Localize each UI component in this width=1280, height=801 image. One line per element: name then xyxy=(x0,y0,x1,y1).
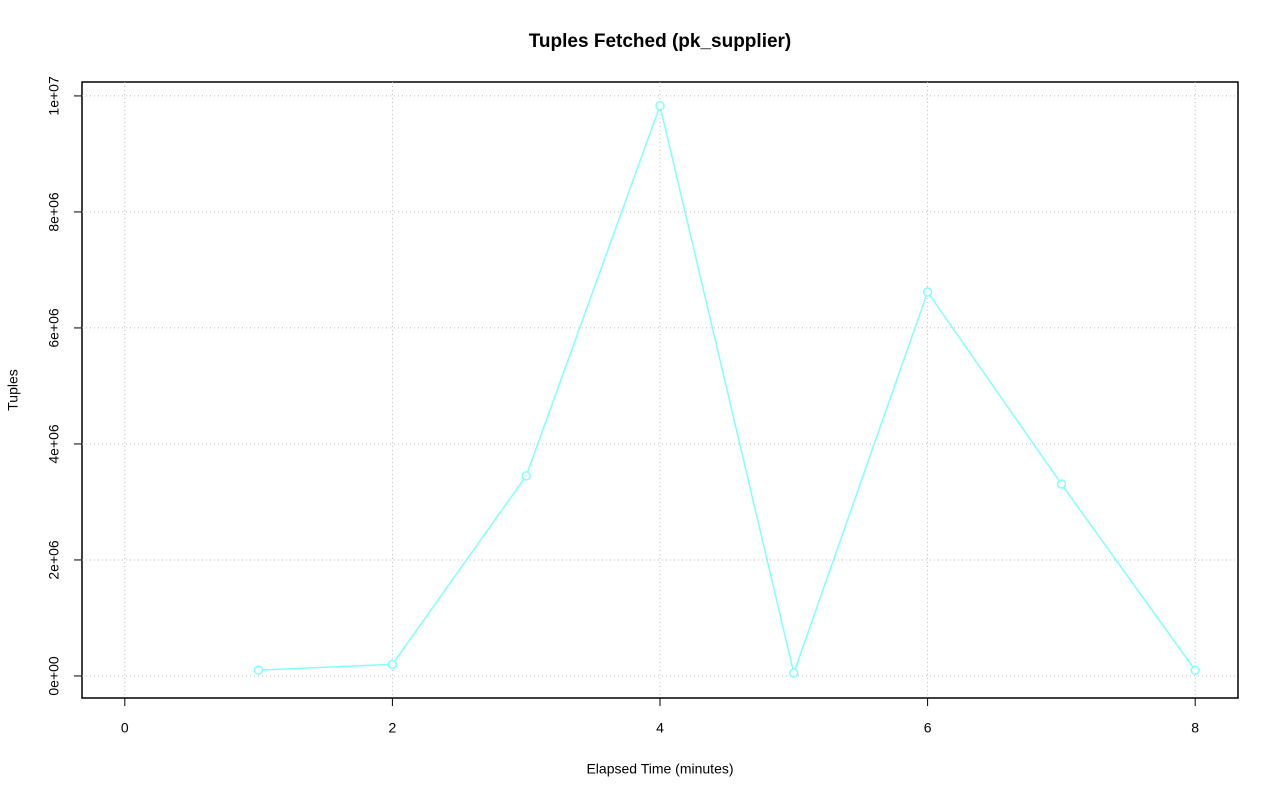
y-tick-label: 8e+06 xyxy=(46,192,62,232)
data-point xyxy=(253,665,264,675)
data-line xyxy=(258,103,1196,676)
y-axis-label: Tuples xyxy=(5,369,21,411)
data-point xyxy=(1056,479,1067,489)
x-tick-label: 0 xyxy=(121,720,129,736)
chart-title: Tuples Fetched (pk_supplier) xyxy=(529,31,792,52)
y-tick-label: 4e+06 xyxy=(46,424,62,464)
y-tick-label: 6e+06 xyxy=(46,308,62,348)
data-point xyxy=(387,659,398,670)
x-tick-label: 8 xyxy=(1191,720,1199,736)
x-tick-label: 2 xyxy=(389,720,397,736)
y-tick-label: 1e+07 xyxy=(46,76,62,116)
x-axis-label: Elapsed Time (minutes) xyxy=(586,761,733,777)
y-tick-label: 2e+06 xyxy=(46,540,62,580)
data-point xyxy=(655,101,665,111)
x-tick-label: 4 xyxy=(656,720,664,736)
data-point xyxy=(922,287,933,297)
y-tick-label: 0e+00 xyxy=(46,656,62,696)
x-tick-label: 6 xyxy=(924,720,932,736)
data-point xyxy=(789,668,799,678)
data-point xyxy=(521,471,531,481)
data-point xyxy=(1190,665,1200,675)
